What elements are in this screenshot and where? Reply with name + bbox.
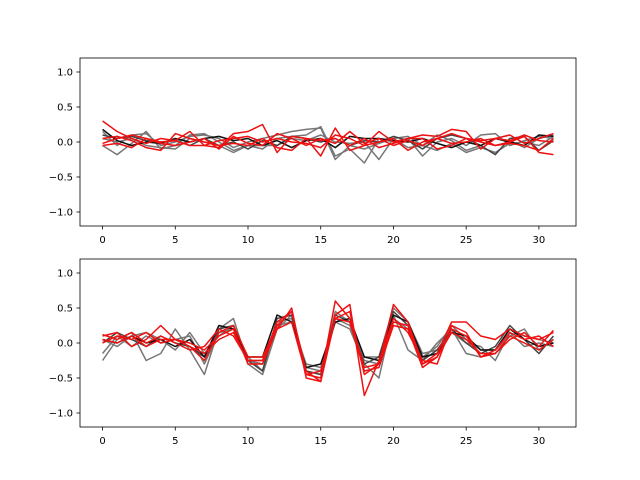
x-tick-label: 20: [387, 436, 400, 447]
top-panel: 0 5 10 15 20 25 30 −1.0 −0.5 0.0 0.5 1.0: [49, 57, 577, 246]
x-tick-label: 5: [172, 436, 178, 447]
y-tick-label: 0.0: [57, 138, 73, 149]
x-tick-label: 25: [460, 235, 473, 246]
series-line-8: [102, 317, 554, 376]
series-line-2: [102, 134, 554, 161]
y-tick-label: 0.5: [57, 103, 73, 114]
x-tick-label: 5: [172, 235, 178, 246]
series-line-6: [102, 132, 554, 156]
x-tick-label: 30: [533, 436, 546, 447]
series-line-8: [102, 130, 554, 152]
series-group: [101, 300, 555, 397]
bottom-panel: 0 5 10 15 20 25 30 −1.0 −0.5 0.0 0.5 1.0: [49, 258, 577, 447]
x-tick-label: 15: [314, 436, 327, 447]
x-tick-label: 15: [314, 235, 327, 246]
y-tick-label: 0.5: [57, 304, 73, 315]
x-tick-label: 0: [99, 436, 105, 447]
x-tick-label: 10: [242, 436, 255, 447]
y-tick-label: −0.5: [49, 173, 73, 184]
x-tick-label: 30: [533, 235, 546, 246]
y-tick-label: 1.0: [57, 68, 73, 79]
y-tick-label: 0.0: [57, 339, 73, 350]
y-tick-label: −0.5: [49, 374, 73, 385]
y-tick-label: −1.0: [49, 409, 73, 420]
x-tick-label: 25: [460, 436, 473, 447]
y-tick-label: −1.0: [49, 208, 73, 219]
y-tick-label: 1.0: [57, 269, 73, 280]
x-tick-label: 10: [242, 235, 255, 246]
x-tick-label: 0: [99, 235, 105, 246]
x-tick-label: 20: [387, 235, 400, 246]
series-group: [102, 120, 554, 164]
